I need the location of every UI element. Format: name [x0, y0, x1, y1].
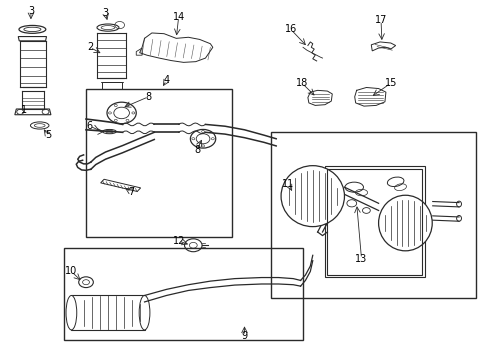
Text: 2: 2	[87, 42, 93, 52]
Bar	[64, 248, 303, 339]
Bar	[71, 296, 144, 330]
Text: 18: 18	[295, 78, 307, 88]
Bar	[102, 82, 122, 89]
Ellipse shape	[139, 296, 150, 330]
Text: 1: 1	[21, 105, 27, 115]
Text: 10: 10	[65, 266, 78, 276]
Text: 7: 7	[128, 187, 134, 197]
Ellipse shape	[66, 296, 77, 330]
Bar	[327, 169, 421, 275]
Bar	[271, 132, 475, 298]
Text: 16: 16	[284, 24, 296, 35]
Text: 11: 11	[282, 179, 294, 189]
Text: 17: 17	[374, 15, 386, 26]
Text: 14: 14	[172, 12, 184, 22]
Polygon shape	[101, 179, 141, 192]
Text: 4: 4	[163, 75, 169, 85]
Text: 8: 8	[145, 92, 151, 102]
Text: 12: 12	[172, 236, 184, 246]
Text: 6: 6	[87, 121, 93, 131]
Text: 3: 3	[28, 6, 34, 17]
Text: 3: 3	[102, 8, 108, 18]
Bar	[325, 166, 424, 277]
Bar	[86, 89, 232, 237]
Text: 15: 15	[384, 78, 396, 88]
Text: 5: 5	[45, 130, 51, 140]
Text: 8: 8	[194, 144, 200, 154]
Text: 13: 13	[355, 254, 367, 264]
Ellipse shape	[281, 166, 344, 226]
Text: 9: 9	[241, 331, 247, 341]
Ellipse shape	[378, 195, 431, 251]
